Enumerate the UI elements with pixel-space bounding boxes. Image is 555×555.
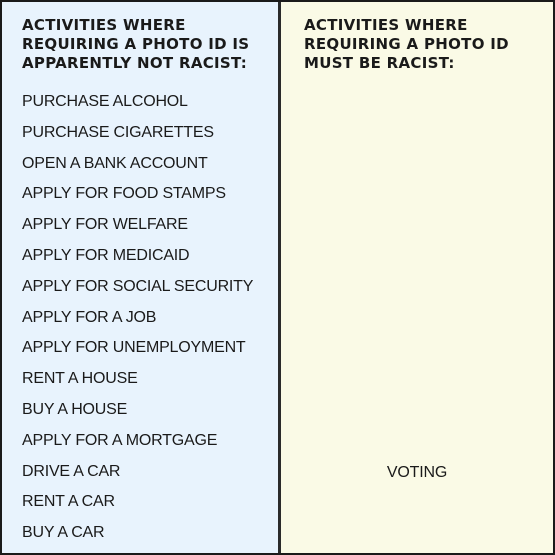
left-column: ACTIVITIES WHERE REQUIRING A PHOTO ID IS… [2, 2, 281, 553]
list-item: BUY A HOUSE [22, 400, 128, 418]
list-item: APPLY FOR FOOD STAMPS [22, 185, 226, 203]
left-activity-list: PURCHASE ALCOHOL PURCHASE CIGARETTES OPE… [22, 87, 278, 549]
list-item: APPLY FOR UNEMPLOYMENT [22, 339, 246, 357]
list-item: APPLY FOR WELFARE [22, 216, 188, 234]
right-column: ACTIVITIES WHERE REQUIRING A PHOTO ID MU… [281, 2, 553, 553]
list-item: RENT A CAR [22, 493, 115, 511]
list-item: APPLY FOR A MORTGAGE [22, 431, 218, 449]
right-column-heading: ACTIVITIES WHERE REQUIRING A PHOTO ID MU… [304, 16, 509, 72]
list-item: PURCHASE ALCOHOL [22, 93, 188, 110]
list-item: OPEN A BANK ACCOUNT [22, 154, 208, 172]
list-item: APPLY FOR A JOB [22, 308, 157, 326]
list-item: APPLY FOR MEDICAID [22, 246, 190, 264]
list-item: DRIVE A CAR [22, 462, 121, 480]
list-item: APPLY FOR SOCIAL SECURITY [22, 277, 254, 295]
left-column-heading: ACTIVITIES WHERE REQUIRING A PHOTO ID IS… [22, 16, 250, 72]
list-item: BUY A CAR [22, 524, 105, 542]
list-item: RENT A HOUSE [22, 370, 138, 388]
list-item: PURCHASE CIGARETTES [22, 123, 214, 141]
right-activity-item: VOTING [386, 464, 448, 481]
